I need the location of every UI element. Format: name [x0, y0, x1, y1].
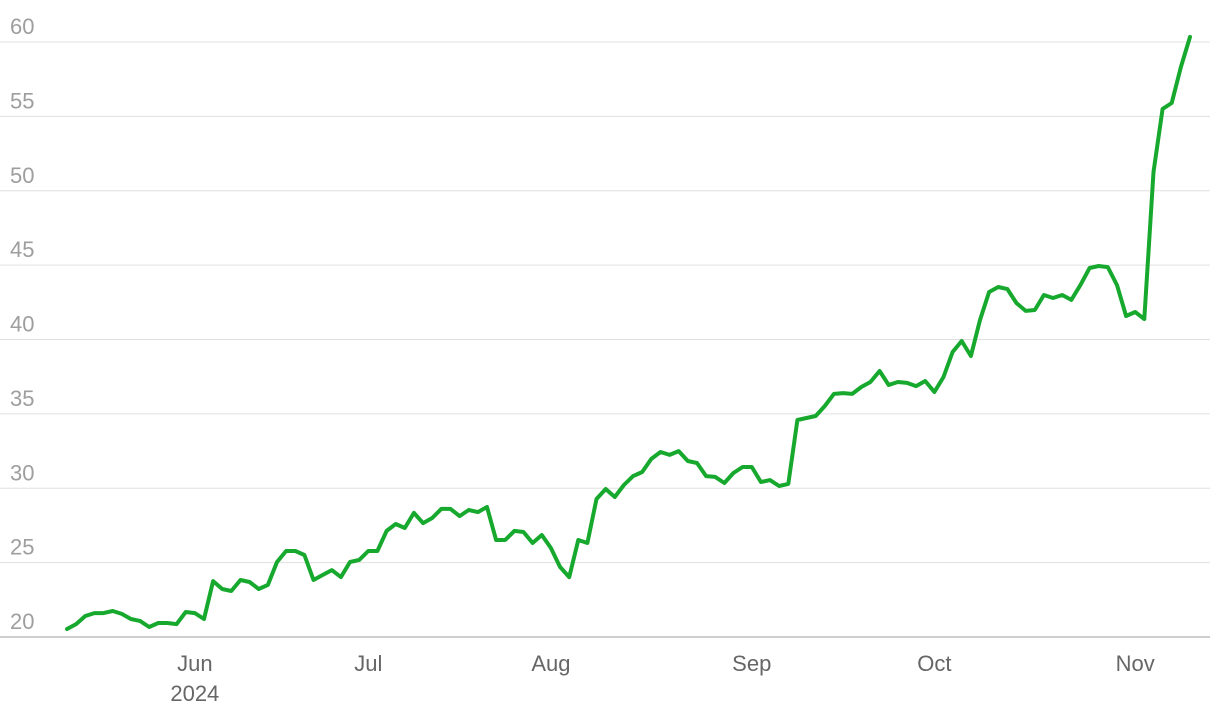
x-tick-label: Aug: [531, 651, 570, 676]
y-tick-label: 50: [10, 163, 34, 188]
x-tick-label: Jul: [354, 651, 382, 676]
y-tick-label: 60: [10, 14, 34, 39]
y-tick-label: 20: [10, 609, 34, 634]
x-tick-label: Nov: [1116, 651, 1155, 676]
x-tick-label: Oct: [917, 651, 951, 676]
y-tick-label: 25: [10, 535, 34, 560]
x-tick-label: Sep: [732, 651, 771, 676]
y-tick-label: 35: [10, 386, 34, 411]
y-tick-label: 55: [10, 88, 34, 113]
x-tick-label: Jun: [177, 651, 212, 676]
price-line: [65, 34, 1192, 631]
x-year-label: 2024: [170, 681, 219, 706]
y-tick-label: 40: [10, 312, 34, 337]
y-tick-label: 45: [10, 237, 34, 262]
y-tick-label: 30: [10, 460, 34, 485]
